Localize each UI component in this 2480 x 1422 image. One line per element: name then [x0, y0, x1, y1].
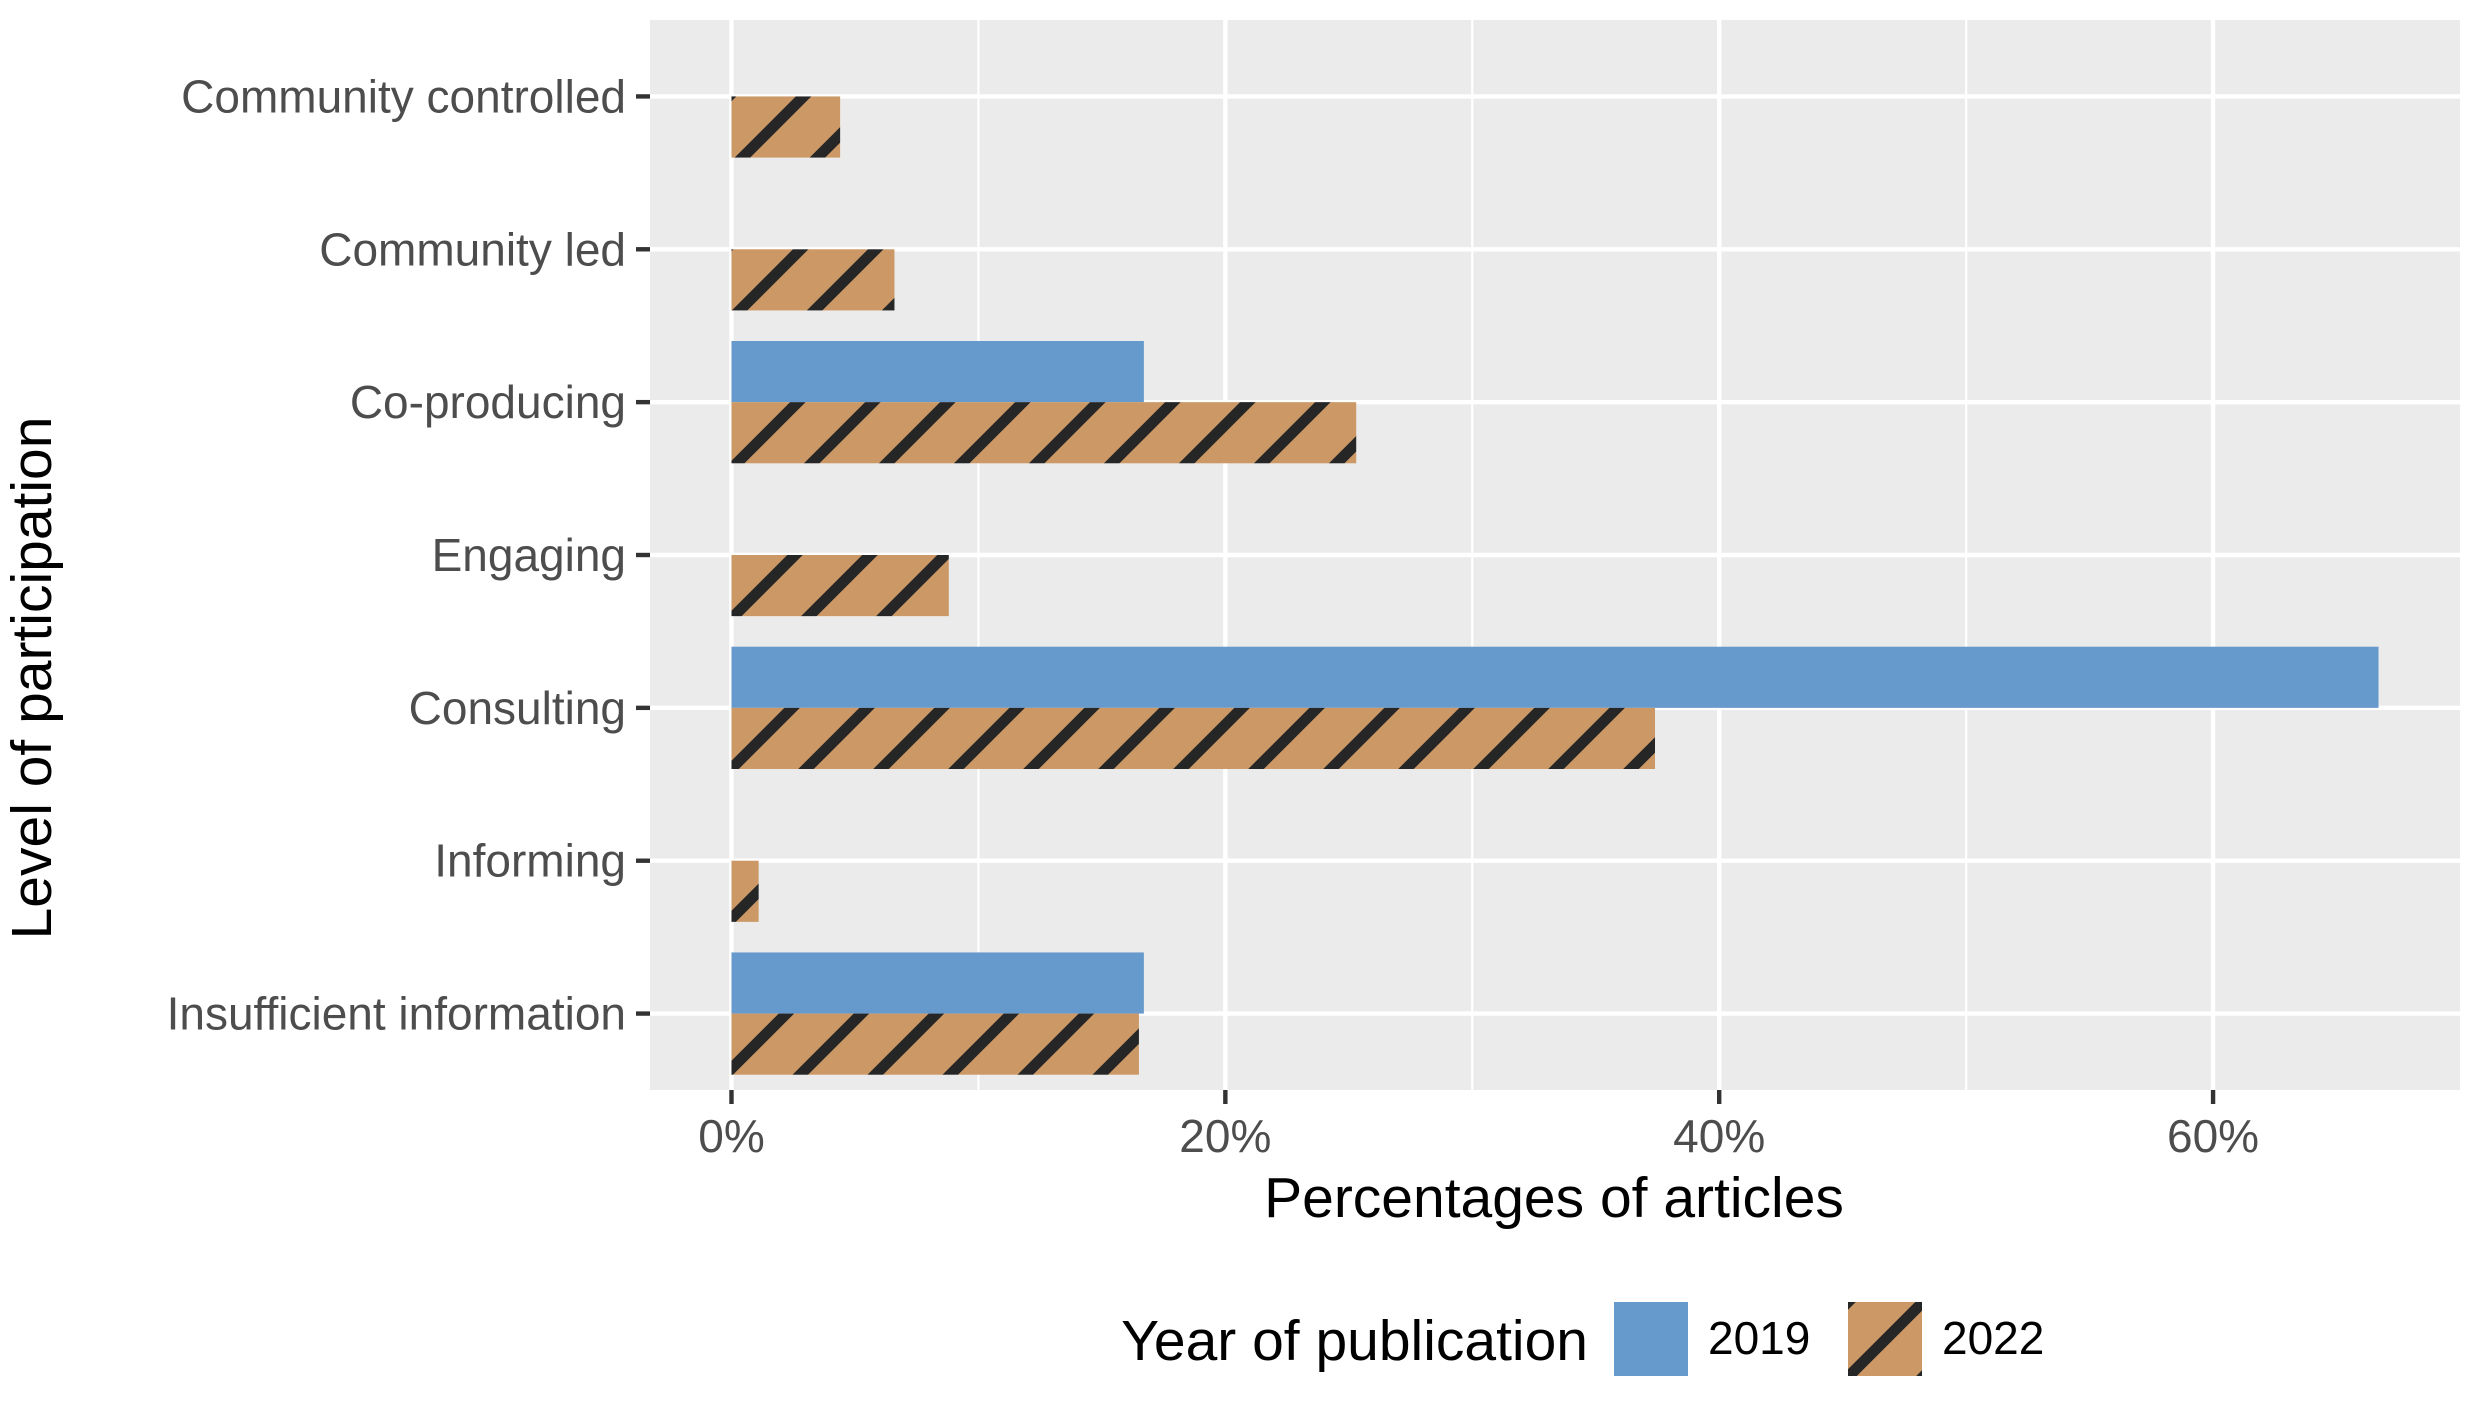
y-tick-label: Informing [434, 835, 626, 887]
y-axis: Community controlled Community led Co-prod… [167, 70, 650, 1040]
legend-label-2019: 2019 [1708, 1312, 1810, 1364]
legend: Year of publication 2019 2022 [1121, 1302, 2044, 1376]
bar-2019 [731, 646, 2379, 708]
legend-title: Year of publication [1121, 1309, 1588, 1373]
y-tick-label: Insufficient information [167, 988, 626, 1040]
x-axis: 0% 20% 40% 60% [698, 1090, 2259, 1162]
x-tick-label: 0% [698, 1110, 764, 1162]
bar-2022 [731, 707, 1656, 769]
y-axis-title: Level of participation [0, 417, 64, 940]
bars [731, 96, 2379, 1075]
bar-2022 [731, 402, 1357, 464]
bar-2019 [731, 341, 1144, 403]
y-tick-label: Engaging [432, 529, 626, 581]
bar-2022 [731, 1013, 1139, 1075]
y-tick-label: Consulting [409, 682, 626, 734]
x-tick-label: 60% [2167, 1110, 2259, 1162]
x-tick-label: 20% [1179, 1110, 1271, 1162]
y-tick-label: Community led [319, 223, 626, 275]
bar-2022 [731, 96, 841, 158]
bar-2022 [731, 860, 759, 922]
bar-2022 [731, 555, 949, 617]
bar-2022 [731, 249, 895, 311]
x-tick-label: 40% [1673, 1110, 1765, 1162]
y-tick-label: Co-producing [350, 376, 626, 428]
bar-2019 [731, 952, 1144, 1014]
legend-key-2019 [1614, 1302, 1688, 1376]
x-axis-title: Percentages of articles [1264, 1166, 1844, 1230]
y-tick-label: Community controlled [181, 70, 626, 122]
legend-label-2022: 2022 [1942, 1312, 2044, 1364]
legend-key-2022 [1848, 1302, 1922, 1376]
